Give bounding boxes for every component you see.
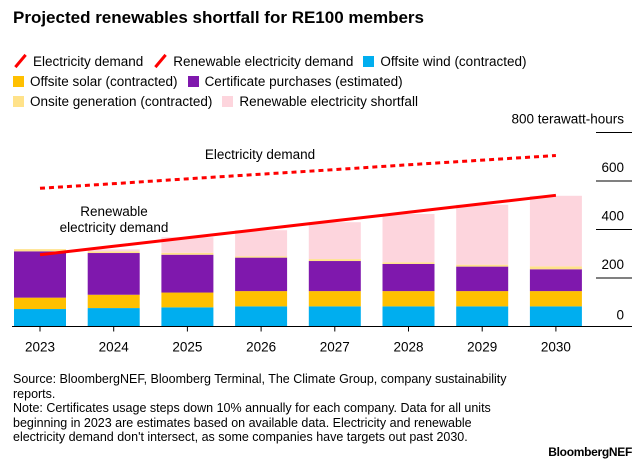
y-tick-label: 800 terawatt-hours <box>511 112 624 127</box>
x-tick-label: 2023 <box>25 340 55 355</box>
bloombergnef-logo: BloombergNEF <box>548 445 632 459</box>
legend-label: Renewable electricity demand <box>173 54 354 69</box>
bar-segment <box>14 309 66 327</box>
bar-segment <box>529 195 582 267</box>
x-tick-label: 2027 <box>320 340 350 355</box>
x-tick-label: 2024 <box>99 340 130 355</box>
bar-segment <box>87 253 140 295</box>
bar-segment <box>308 259 361 262</box>
bar-segment <box>529 266 582 270</box>
bar-segment <box>235 291 288 307</box>
legend-label: Onsite generation (contracted) <box>30 94 213 109</box>
legend-swatch <box>13 96 24 107</box>
bar-segment <box>456 266 509 292</box>
legend-label: Offsite wind (contracted) <box>380 54 527 69</box>
note-text: Note: Certificates usage steps down 10% … <box>13 401 491 444</box>
legend-label: Offsite solar (contracted) <box>30 74 178 89</box>
bar-segment <box>87 251 140 254</box>
x-tick-label: 2030 <box>541 340 571 355</box>
bar-segment <box>14 251 66 298</box>
bar-segment <box>235 257 288 292</box>
legend-label: Certificate purchases (estimated) <box>204 74 403 89</box>
legend-item: Certificate purchases (estimated) <box>187 72 403 92</box>
bar-segment <box>87 308 140 327</box>
bar-segment <box>529 269 582 292</box>
bar-segment <box>87 249 140 252</box>
bar-segment <box>456 264 509 267</box>
legend-item: Onsite generation (contracted) <box>13 92 212 112</box>
legend-item: Electricity demand <box>13 52 143 72</box>
bar-segment <box>382 306 435 327</box>
x-tick-label: 2025 <box>172 340 202 355</box>
bar-segment <box>14 249 66 252</box>
x-tick-label: 2028 <box>393 340 423 355</box>
renewable-demand-annotation-line1: Renewable <box>80 204 148 219</box>
renewable-demand-line <box>39 193 557 257</box>
bar-segment <box>382 291 435 307</box>
legend-line-icon <box>13 55 27 67</box>
chart-title: Projected renewables shortfall for RE100… <box>13 8 424 27</box>
y-tick-label: 400 <box>601 209 624 224</box>
y-tick-label: 0 <box>616 308 624 323</box>
bar-segment <box>456 204 509 265</box>
source-text: Source: BloombergNEF, Bloomberg Terminal… <box>13 372 507 401</box>
legend-item: Offsite solar (contracted) <box>13 72 178 92</box>
y-tick-label: 200 <box>601 257 624 272</box>
bar-segment <box>161 237 214 253</box>
legend-label: Renewable electricity shortfall <box>239 94 418 109</box>
legend-label: Electricity demand <box>33 54 144 69</box>
bar-segment <box>308 222 361 260</box>
bar-segment <box>235 306 288 327</box>
bar-segment <box>161 254 214 293</box>
legend-swatch <box>13 76 24 87</box>
x-tick-label: 2029 <box>467 340 497 355</box>
x-tick-label: 2026 <box>246 340 276 355</box>
legend-item: Renewable electricity shortfall <box>222 92 418 112</box>
bar-segment <box>235 230 288 257</box>
bar-segment <box>161 292 214 308</box>
legend-item: Renewable electricity demand <box>153 52 353 72</box>
bar-segment <box>456 306 509 327</box>
footer: Source: BloombergNEF, Bloomberg Terminal… <box>13 372 523 445</box>
bar-segment <box>456 291 509 307</box>
bar-segment <box>529 306 582 327</box>
legend-line-icon <box>153 55 167 67</box>
bar-segment <box>382 262 435 264</box>
legend-item: Offsite wind (contracted) <box>363 52 526 72</box>
legend-swatch <box>222 96 234 107</box>
bar-segment <box>308 306 361 327</box>
bar-segment <box>308 261 361 292</box>
legend-swatch <box>187 76 199 87</box>
bar-segment <box>382 263 435 292</box>
legend-swatch <box>363 56 375 67</box>
bar-segment <box>161 252 214 255</box>
bar-segment <box>308 291 361 307</box>
bar-segment <box>161 307 214 327</box>
bar-segment <box>235 256 288 258</box>
bar-segment <box>14 297 66 310</box>
bar-segment <box>382 213 435 263</box>
bar-segment <box>87 294 140 309</box>
legend: Electricity demand Renewable electricity … <box>13 52 633 112</box>
y-tick-label: 600 <box>601 160 624 175</box>
bar-segment <box>529 291 582 307</box>
renewable-demand-annotation-line2: electricity demand <box>60 220 169 235</box>
electricity-demand-annotation: Electricity demand <box>205 147 315 162</box>
